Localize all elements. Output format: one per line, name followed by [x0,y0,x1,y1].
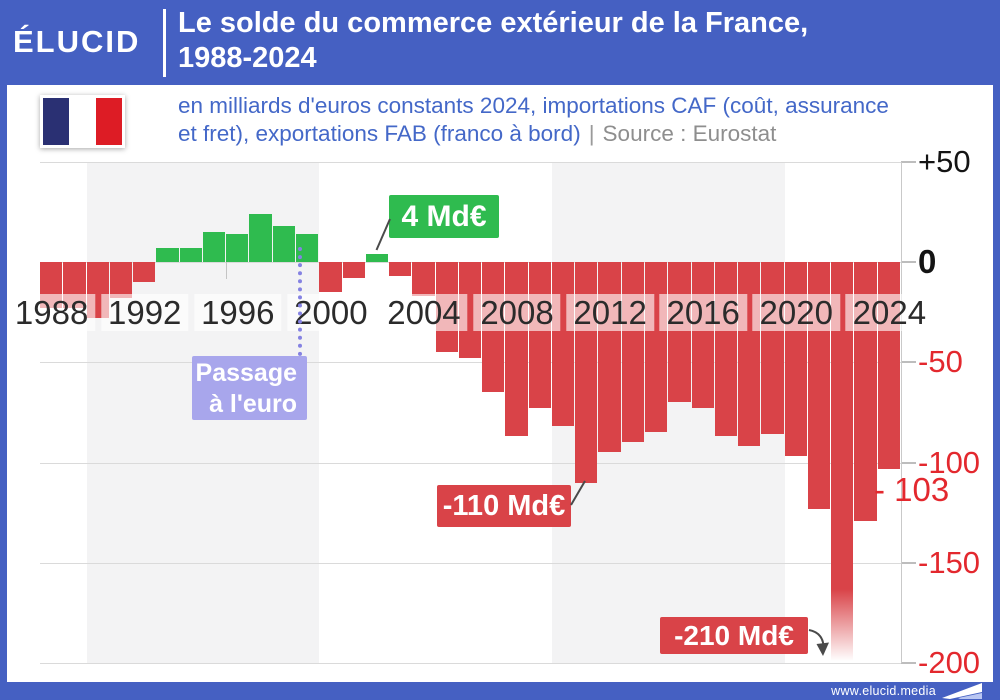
flag-stripe-white [69,98,96,145]
title-line-2: 1988-2024 [178,42,317,74]
annotation-deficit-2011: -110 Md€ [437,485,571,527]
bar-1996 [226,233,249,262]
chart-subtitle: en milliards d'euros constants 2024, imp… [178,92,990,147]
bar-2017 [714,262,738,437]
x-axis-label-2008: 2008 [473,294,561,331]
annotation-euro-transition: Passage à l'euro [192,356,307,420]
bar-2019 [761,262,784,435]
subtitle-line-1: en milliards d'euros constants 2024, imp… [178,93,889,118]
y-axis-line [901,162,902,663]
gridline--200 [40,663,901,664]
header-divider [163,9,166,77]
bar-1998 [272,225,295,262]
euro-transition-dotted-line [298,247,302,356]
x-axis-label-2024: 2024 [845,294,934,331]
footer-bar: www.elucid.media [0,682,1000,700]
bar-2012 [598,262,621,453]
annotation-surplus-2002: 4 Md€ [389,195,499,238]
x-axis-label-2004: 2004 [380,294,468,331]
x-axis-label-1992: 1992 [100,294,189,331]
x-tick-1996 [226,262,228,279]
bar-2015 [668,262,691,403]
bar-2020 [784,262,807,457]
bar-2022 [831,262,854,661]
page-title: Le solde du commerce extérieur de la Fra… [178,6,983,76]
y-tick--100 [901,461,916,464]
bar-1993 [156,247,179,262]
bar-2024 [877,262,900,469]
y-axis-label--100: -100 [918,444,981,480]
bar-1994 [179,247,202,262]
subtitle-separator: | [588,120,595,146]
bar-2016 [691,262,714,409]
flag-stripe-red [95,98,122,145]
y-tick-0 [901,261,916,263]
subtitle-line-2: et fret), exportations FAB (franco à bor… [178,120,581,146]
y-tick--200 [901,662,916,664]
bar-2000 [319,262,342,293]
bar-2001 [342,262,365,279]
bar-1995 [202,231,226,262]
latest-value-label: - 103 [874,471,950,508]
bar-2018 [738,262,761,447]
flag-stripe-blue [43,98,70,145]
y-axis-label-50: +50 [918,143,971,179]
bar-2003 [389,262,412,277]
y-axis-label-0: 0 [918,243,937,280]
bar-2014 [645,262,668,433]
gridline--100 [40,462,901,464]
y-axis-label--50: -50 [918,344,963,380]
right-frame-border [993,0,1000,700]
france-flag-icon [40,95,125,148]
bar-2009 [528,262,551,409]
source-label: Source : Eurostat [602,120,777,146]
y-axis-label--150: -150 [918,544,981,580]
x-axis-label-2016: 2016 [659,294,747,331]
x-axis-label-2020: 2020 [752,294,840,331]
x-axis-label-1988: 1988 [7,294,96,331]
gridline--150 [40,562,901,564]
header-bar: ÉLUCID Le solde du commerce extérieur de… [0,0,1000,85]
x-axis-label-2012: 2012 [566,294,654,331]
pennant-flag-icon [942,683,982,699]
y-tick--50 [901,361,916,364]
elucid-logo: ÉLUCID [13,24,141,59]
bar-2006 [458,262,482,359]
bar-2008 [505,262,528,437]
y-tick-50 [901,160,916,163]
y-tick--150 [901,561,916,564]
gridline-50 [40,161,901,163]
bar-2004 [412,262,435,297]
left-frame-border [0,0,7,700]
bar-1997 [249,213,272,262]
website-url: www.elucid.media [831,684,936,698]
x-axis-label-1996: 1996 [194,294,282,331]
bar-2002 [365,253,389,262]
bar-2013 [621,262,645,443]
annotation-deficit-2022: -210 Md€ [660,617,808,654]
bar-2010 [551,262,575,427]
gridline--50 [40,362,901,364]
bar-1991 [109,262,133,299]
y-axis-label--200: -200 [918,645,981,680]
bar-1992 [133,262,156,283]
title-line-1: Le solde du commerce extérieur de la Fra… [178,7,809,39]
